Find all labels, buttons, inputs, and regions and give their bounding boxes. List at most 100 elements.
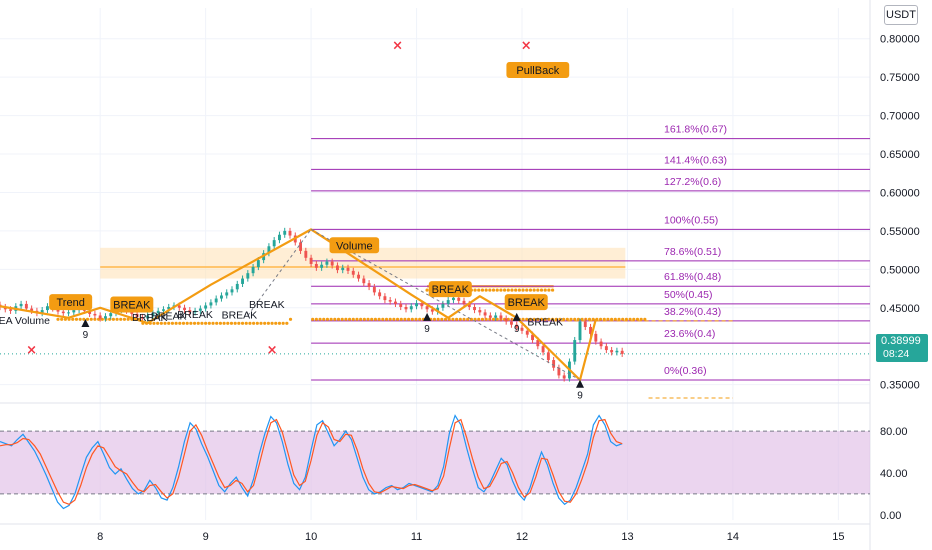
candle-body	[198, 308, 202, 311]
signal-dot	[189, 321, 193, 325]
signal-dot	[152, 321, 156, 325]
time-tick: 13	[621, 531, 633, 543]
break-text: BREAK	[177, 309, 213, 321]
candle-body	[394, 301, 397, 304]
currency-unit-button[interactable]: USDT	[884, 5, 918, 25]
signal-dot	[576, 317, 581, 321]
signal-dot	[263, 321, 267, 325]
signal-dot	[539, 317, 544, 321]
price-tick: 0.50000	[880, 264, 920, 276]
signal-dot	[347, 317, 352, 321]
signal-dot	[266, 321, 270, 325]
candle-body	[578, 321, 582, 341]
time-tick: 14	[727, 531, 739, 543]
oscillator-panel: 80.00 40.00 0.00	[0, 414, 908, 522]
candle-body	[251, 267, 255, 274]
signal-dot	[602, 317, 606, 321]
signal-dot	[351, 317, 355, 321]
candle-body	[446, 300, 450, 304]
signal-dot	[621, 317, 625, 321]
signal-dot	[322, 317, 326, 321]
signal-dot	[204, 321, 208, 325]
signal-dot	[554, 317, 558, 321]
price-tick: 0.55000	[880, 226, 920, 238]
signal-dot	[425, 288, 429, 292]
signal-dot	[495, 317, 499, 321]
signal-dot	[340, 317, 344, 321]
signal-dot	[362, 317, 366, 321]
signal-dot	[440, 317, 444, 321]
time-tick: 11	[411, 531, 422, 543]
cross-marker: ×	[392, 39, 403, 54]
price-tick: 0.35000	[880, 380, 920, 392]
candle-body	[478, 310, 482, 313]
candle-body	[314, 263, 318, 268]
signal-dot	[466, 317, 470, 321]
signal-dot	[550, 317, 555, 321]
signal-dot	[71, 317, 75, 321]
fibonacci-levels: 161.8%(0.67) 141.4%(0.63) 127.2%(0.6) 100%(…	[0, 124, 870, 399]
signal-dot	[477, 317, 481, 321]
candle-body	[9, 309, 12, 311]
time-axis[interactable]: 8 9 10 11 12 13 14 15	[97, 531, 844, 543]
candle-body	[351, 270, 355, 275]
signal-dot	[613, 317, 617, 321]
fib-label: 23.6%(0.4)	[664, 328, 715, 340]
signal-dot	[521, 288, 525, 292]
candle-body	[346, 267, 350, 271]
signal-dot	[539, 288, 544, 292]
signal-dot	[74, 317, 79, 321]
candle-body	[494, 315, 498, 318]
candle-body	[30, 308, 34, 311]
signal-dot	[311, 317, 315, 321]
signal-dot	[388, 317, 392, 321]
signal-dot	[550, 288, 555, 292]
candle-body	[61, 311, 65, 314]
signal-label: PullBack	[516, 65, 559, 77]
candle-body	[473, 306, 476, 311]
signal-dot	[93, 317, 97, 321]
osc-tick: 80.00	[880, 426, 908, 438]
signal-dot	[359, 317, 363, 321]
candle-body	[140, 316, 144, 319]
signal-dot	[381, 317, 385, 321]
candle-body	[135, 313, 139, 317]
price-tick: 0.45000	[880, 303, 920, 315]
candle-body	[436, 307, 440, 312]
signal-dot	[418, 317, 422, 321]
signal-dot	[569, 317, 573, 321]
candle-body	[278, 234, 281, 241]
signal-dot	[536, 288, 540, 292]
signal-dot	[115, 317, 119, 321]
signal-dot	[514, 288, 518, 292]
signal-dot	[119, 317, 123, 321]
td-count: 9	[83, 330, 89, 341]
signal-dot	[229, 321, 234, 325]
signal-dot	[277, 321, 282, 325]
candle-body	[40, 310, 44, 314]
signal-dot	[174, 321, 178, 325]
signal-label-bg	[49, 294, 93, 311]
candle-body	[557, 367, 561, 376]
break-text: BREAK	[132, 312, 168, 324]
signal-dot	[333, 317, 337, 321]
signal-label: Trend	[56, 297, 84, 309]
td-count: 9	[577, 391, 583, 402]
osc-tick: 0.00	[880, 510, 901, 522]
candle-body	[357, 274, 360, 279]
signal-dot	[491, 317, 496, 321]
signal-dot	[587, 317, 592, 321]
signal-dot	[558, 317, 562, 321]
signal-label-bg	[329, 237, 380, 254]
candle-body	[415, 303, 418, 307]
price-axis[interactable]: 0.80000 0.75000 0.70000 0.65000 0.60000 0.550…	[880, 34, 920, 392]
signal-dot	[126, 317, 130, 321]
candle-body	[320, 264, 324, 268]
signal-dot	[207, 321, 211, 325]
td-count: 9	[424, 324, 430, 335]
signal-dot	[259, 321, 263, 325]
signal-dot	[451, 317, 455, 321]
signal-dot	[573, 317, 577, 321]
candle-body	[383, 296, 387, 301]
